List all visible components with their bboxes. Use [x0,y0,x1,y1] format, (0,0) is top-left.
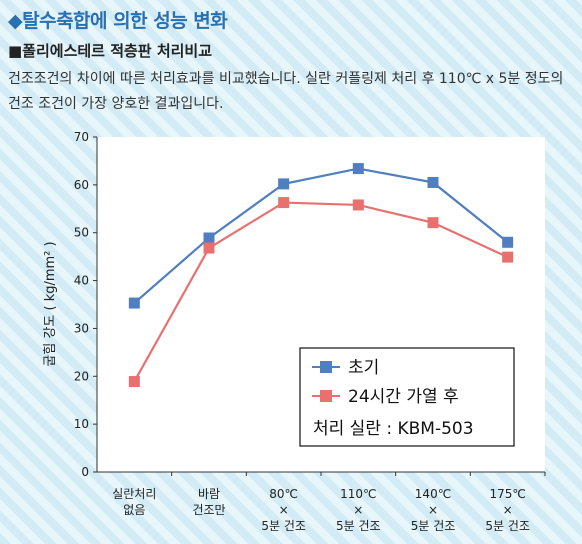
x-category-label: 5분 건조 [411,519,456,533]
data-point [427,176,439,188]
series-line [133,201,509,383]
x-category-label: × [353,503,363,517]
x-category-label: 5분 건조 [261,519,306,533]
y-tick-label: 60 [74,178,89,192]
legend-marker-heated [320,390,332,402]
data-point [427,217,439,229]
x-category-label: 5분 건조 [336,519,381,533]
x-category-label: 실란처리 [112,487,156,501]
legend: 초기 24시간 가열 후 처리 실란 : KBM-503 [299,347,515,447]
data-point [352,163,364,175]
data-point [352,199,364,211]
y-tick-label: 10 [74,417,89,431]
legend-note: 처리 실란 : KBM-503 [313,419,474,439]
y-tick-label: 50 [74,226,89,240]
x-category-label: 110℃ [340,487,376,501]
legend-label-initial: 초기 [348,358,379,378]
x-category-label: 없음 [123,503,145,517]
x-category-label: 175℃ [489,487,525,501]
y-tick-label: 30 [74,321,89,335]
series-line [133,167,509,304]
section-subtitle: ■폴리에스테르 적층판 처리비교 [8,42,213,60]
series-initial [128,163,514,309]
description-text: 건조조건의 차이에 따른 처리효과를 비교했습니다. 실란 커플링제 처리 후 … [8,71,564,112]
x-category-label: 140℃ [415,487,451,501]
x-category-label: 건조만 [192,503,225,517]
legend-label-heated: 24시간 가열 후 [348,387,459,407]
y-tick-label: 70 [74,130,89,144]
series-heated [128,197,514,388]
data-point [278,197,290,209]
data-point [128,297,140,309]
x-category-label: 5분 건조 [485,519,530,533]
y-tick-label: 20 [74,369,89,383]
x-category-label: × [279,503,289,517]
data-point [203,242,215,254]
data-point [203,232,215,244]
y-tick-label: 0 [81,465,89,479]
data-point [502,236,514,248]
y-axis-label: 굽힘 강도 ( kg/mm² ) [43,241,58,366]
page-title: ◆탈수축합에 의한 성능 변화 [8,10,228,32]
x-category-label: × [428,503,438,517]
data-point [278,178,290,190]
legend-marker-initial [320,361,332,373]
data-point [502,251,514,263]
x-category-label: 80℃ [269,487,298,501]
data-point [128,376,140,388]
x-category-label: × [503,503,513,517]
x-category-label: 바람 [198,487,220,501]
y-tick-label: 40 [74,274,89,288]
